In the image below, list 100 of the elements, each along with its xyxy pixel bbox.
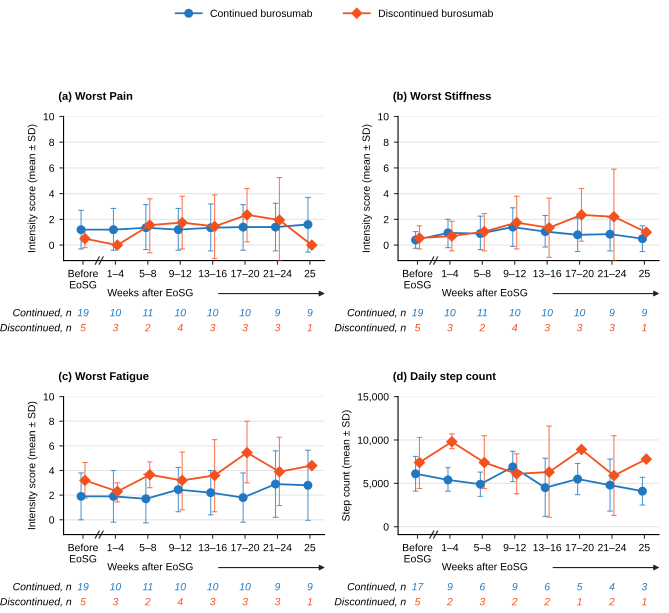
text: 11 bbox=[142, 583, 152, 590]
text: 4 bbox=[177, 324, 183, 332]
x-tick-label: 1–4 bbox=[442, 270, 458, 278]
y-tick-label: 6 bbox=[384, 164, 389, 172]
text: 1 bbox=[642, 598, 646, 606]
text: 10 bbox=[110, 582, 122, 590]
y-tick-label: 0 bbox=[49, 242, 54, 249]
text: Continued, n bbox=[348, 308, 406, 318]
x-tick-label: 21–24 bbox=[598, 544, 626, 552]
text: 4 bbox=[177, 598, 183, 606]
y-tick-label: 2 bbox=[49, 216, 54, 224]
text: 9 bbox=[447, 582, 453, 590]
x-tick-label: Before EoSG bbox=[403, 544, 432, 562]
x-tick-label: 5–8 bbox=[474, 270, 491, 278]
x-tick-label: 21–24 bbox=[598, 270, 626, 278]
text: 5 bbox=[80, 598, 86, 606]
text: 10 bbox=[174, 308, 186, 316]
text: Discontinued, n bbox=[334, 324, 406, 333]
x-tick-label: 17–20 bbox=[231, 544, 260, 552]
text: 1 bbox=[576, 598, 582, 606]
text: 9 bbox=[609, 308, 615, 316]
text: Discontinued, n bbox=[0, 324, 72, 333]
text: 2 bbox=[144, 324, 151, 332]
text: 6 bbox=[544, 582, 550, 590]
x-tick-label: 17–20 bbox=[231, 270, 260, 278]
y-axis-title: Intensity score (mean ± SD) bbox=[362, 124, 372, 252]
text: 9 bbox=[274, 308, 280, 316]
y-axis-title: Step count (mean ± SD) bbox=[342, 410, 352, 521]
text: 10 bbox=[444, 308, 456, 316]
text: 3 bbox=[274, 598, 280, 606]
x-tick-label: 9–12 bbox=[504, 270, 526, 278]
y-tick-label: 0 bbox=[384, 523, 389, 531]
y-tick-label: 8 bbox=[49, 138, 54, 146]
text: 3 bbox=[112, 598, 118, 606]
text: 9 bbox=[642, 308, 648, 316]
text: 5 bbox=[80, 324, 86, 332]
x-tick-label: 25 bbox=[639, 270, 650, 278]
text: 3 bbox=[576, 324, 582, 332]
text: Discontinued, n bbox=[334, 598, 406, 607]
text: 2 bbox=[609, 598, 615, 606]
x-tick-label: 17–20 bbox=[566, 270, 594, 278]
text: 10 bbox=[542, 308, 553, 316]
y-tick-label: 8 bbox=[49, 418, 54, 426]
y-axis-title: Intensity score (mean ± SD) bbox=[28, 402, 38, 530]
x-tick-label: 1–4 bbox=[108, 544, 124, 552]
y-tick-label: 10 bbox=[44, 112, 54, 120]
text: 10 bbox=[509, 308, 520, 316]
text: 3 bbox=[447, 324, 453, 332]
x-tick-label: 9–12 bbox=[169, 270, 192, 278]
text: Discontinued, n bbox=[0, 598, 72, 607]
text: 3 bbox=[274, 324, 280, 332]
y-tick-label: 4 bbox=[48, 190, 54, 198]
y-tick-label: 10 bbox=[44, 393, 54, 400]
chart-title: (d) Daily step count bbox=[393, 372, 496, 382]
text: 3 bbox=[112, 324, 118, 332]
y-tick-label: 6 bbox=[49, 442, 54, 450]
x-tick-label: 13–16 bbox=[198, 544, 227, 552]
x-tick-label: 9–12 bbox=[504, 544, 526, 552]
text: 1 bbox=[307, 324, 312, 332]
x-tick-label: 9–12 bbox=[169, 544, 192, 552]
text: Continued, n bbox=[13, 582, 72, 592]
y-tick-label: 2 bbox=[384, 216, 389, 224]
text: 2 bbox=[479, 324, 486, 332]
x-tick-label: 25 bbox=[304, 544, 316, 552]
text: 19 bbox=[412, 308, 424, 316]
text: 19 bbox=[77, 582, 89, 590]
text: 2 bbox=[512, 598, 518, 606]
x-axis-title: Weeks after EoSG bbox=[442, 288, 528, 296]
text: 10 bbox=[574, 308, 586, 316]
text: 3 bbox=[242, 324, 248, 332]
text: 6 bbox=[480, 582, 486, 590]
text: Continued, n bbox=[13, 308, 72, 318]
x-tick-label: 1–4 bbox=[108, 270, 124, 278]
text: 11 bbox=[142, 309, 152, 316]
text: 10 bbox=[207, 308, 218, 316]
text: 11 bbox=[477, 309, 487, 316]
x-axis-title: Weeks after EoSG bbox=[442, 562, 528, 570]
y-tick-label: 4 bbox=[383, 190, 389, 198]
text: 19 bbox=[77, 308, 89, 316]
text: 3 bbox=[210, 324, 216, 332]
x-tick-label: 25 bbox=[639, 544, 650, 552]
y-tick-label: 4 bbox=[48, 467, 54, 474]
x-tick-label: 17–20 bbox=[566, 544, 594, 552]
text: 2 bbox=[144, 598, 151, 606]
x-tick-label: 1–4 bbox=[442, 544, 458, 552]
x-tick-label: Before EoSG bbox=[68, 270, 98, 288]
text: 4 bbox=[609, 583, 614, 590]
text: 5 bbox=[414, 598, 420, 606]
y-tick-label: 0 bbox=[384, 242, 389, 249]
text: 2 bbox=[544, 598, 550, 606]
x-tick-label: 13–16 bbox=[533, 270, 562, 278]
legend-label: Discontinued burosumab bbox=[378, 9, 493, 18]
x-tick-label: 13–16 bbox=[533, 544, 562, 552]
text: 1 bbox=[307, 598, 312, 606]
chart-title: (c) Worst Fatigue bbox=[58, 372, 148, 382]
text: Continued, n bbox=[348, 582, 406, 592]
text: 10 bbox=[240, 582, 251, 590]
y-tick-label: 2 bbox=[49, 492, 54, 499]
x-tick-label: 5–8 bbox=[140, 270, 156, 278]
text: 10 bbox=[110, 308, 122, 316]
